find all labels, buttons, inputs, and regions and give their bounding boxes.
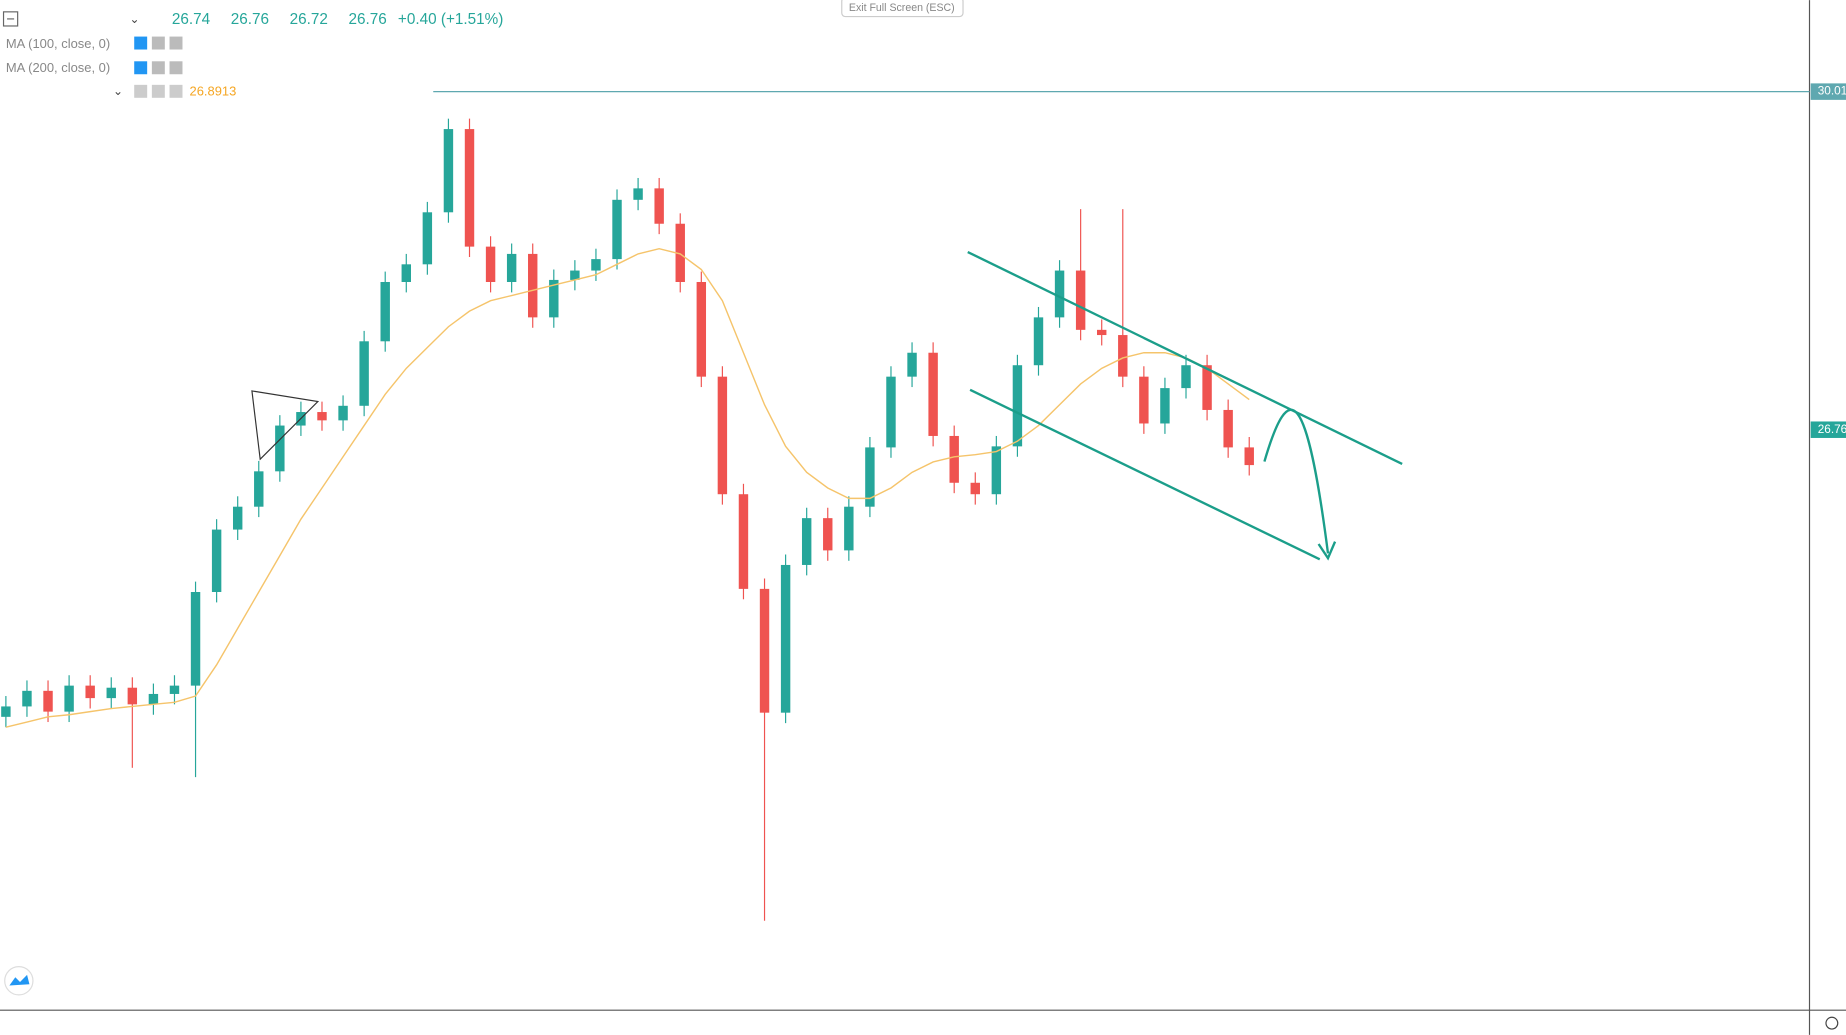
candle-body <box>317 412 327 421</box>
candle-body <box>1 706 11 717</box>
channel-upper <box>967 250 1403 465</box>
candle-body <box>64 685 74 712</box>
candle-body <box>1202 365 1212 410</box>
eye-button[interactable] <box>134 36 148 50</box>
indicator-label[interactable]: MA (100, close, 0) <box>6 36 110 51</box>
legend-close: 26.76 <box>348 11 386 28</box>
candle-body <box>675 223 685 282</box>
legend-change: +0.40 (+1.51%) <box>398 11 503 28</box>
remove-button[interactable] <box>169 61 183 75</box>
logo <box>9 974 30 986</box>
candle-body <box>506 253 517 282</box>
candle-body <box>844 506 854 551</box>
candle-body <box>886 376 896 448</box>
candle-body <box>401 264 411 282</box>
legend-low: 26.72 <box>290 11 328 28</box>
candle-body <box>1223 409 1233 448</box>
candle-body <box>254 471 264 507</box>
legend-open: 26.74 <box>172 11 211 28</box>
candle-body <box>1118 335 1128 377</box>
remove-button[interactable] <box>169 84 183 98</box>
indicator-value: 26.8913 <box>190 83 237 98</box>
candle-body <box>232 506 243 530</box>
remove-button[interactable] <box>169 36 183 50</box>
candle-body <box>275 425 285 472</box>
triangle-pattern <box>251 390 320 461</box>
candle-body <box>717 376 728 495</box>
settings-button[interactable] <box>151 61 165 75</box>
collapse-icon[interactable] <box>2 11 19 27</box>
last-price-bg <box>1810 421 1846 438</box>
candle-body <box>43 690 53 712</box>
indicator-dropdown[interactable]: ⌄ <box>113 85 123 98</box>
candle-body <box>633 188 643 200</box>
indicator-buttons <box>134 36 183 98</box>
candle-body <box>1244 447 1254 466</box>
drawings <box>251 250 1403 561</box>
candle-body <box>612 199 622 260</box>
candle-body <box>190 592 201 686</box>
candle-body <box>823 518 833 551</box>
candle-body <box>759 588 770 713</box>
candle-body <box>907 352 917 377</box>
candle-body <box>211 529 222 593</box>
candle-body <box>1181 365 1191 389</box>
candle-body <box>1160 388 1170 424</box>
candle-body <box>949 435 959 483</box>
candle-body <box>1097 329 1107 336</box>
eye-button[interactable] <box>134 84 148 98</box>
candle-body <box>991 446 1002 495</box>
candle-body <box>591 259 601 271</box>
candle-body <box>1054 270 1065 318</box>
candle-body <box>338 405 348 421</box>
last-price-label: 26.76 <box>1818 423 1846 436</box>
candle-body <box>1139 376 1149 424</box>
candle-body <box>148 693 159 705</box>
exit-fullscreen-text[interactable]: Exit Full Screen (ESC) <box>849 2 955 14</box>
candle-body <box>1012 365 1023 447</box>
candle-body <box>359 341 369 406</box>
symbol-dropdown[interactable]: ⌄ <box>130 13 140 26</box>
channel-lower <box>969 388 1321 561</box>
exit-fullscreen-button[interactable] <box>841 0 964 18</box>
candle-body <box>1075 270 1086 330</box>
candle-body <box>549 279 559 318</box>
eye-button[interactable] <box>134 61 148 75</box>
settings-button[interactable] <box>151 36 165 50</box>
settings-gear[interactable] <box>1825 1016 1839 1030</box>
candle-body <box>528 253 538 318</box>
candle-body <box>570 270 580 280</box>
candle-body <box>801 518 812 565</box>
candle-body <box>1033 317 1044 366</box>
candle-body <box>380 281 390 342</box>
candle-body <box>85 685 95 699</box>
candle-body <box>780 564 791 713</box>
price-label: 30.01 <box>1818 85 1846 98</box>
candle-body <box>928 352 938 436</box>
candle-body <box>485 246 496 282</box>
plot: 30.01 26.76 <box>1 83 1846 921</box>
candle-body <box>443 129 454 213</box>
legend-high: 26.76 <box>231 11 269 28</box>
candle-body <box>422 212 433 265</box>
indicator-label[interactable]: MA (200, close, 0) <box>6 60 110 75</box>
candle-body <box>127 687 138 705</box>
arrow-head <box>1317 541 1337 561</box>
candle-body <box>654 188 664 224</box>
price-label-bg <box>1810 83 1846 100</box>
candle-body <box>464 129 475 247</box>
candle-body <box>696 281 707 377</box>
candle-body <box>22 690 32 707</box>
candle-body <box>106 687 116 699</box>
candle-body <box>970 482 980 495</box>
ma-line <box>5 247 1250 728</box>
settings-button[interactable] <box>151 84 165 98</box>
candle-body <box>865 447 875 507</box>
projection-arrow <box>1263 408 1330 554</box>
candle-body <box>738 494 749 589</box>
candle-body <box>169 685 180 694</box>
